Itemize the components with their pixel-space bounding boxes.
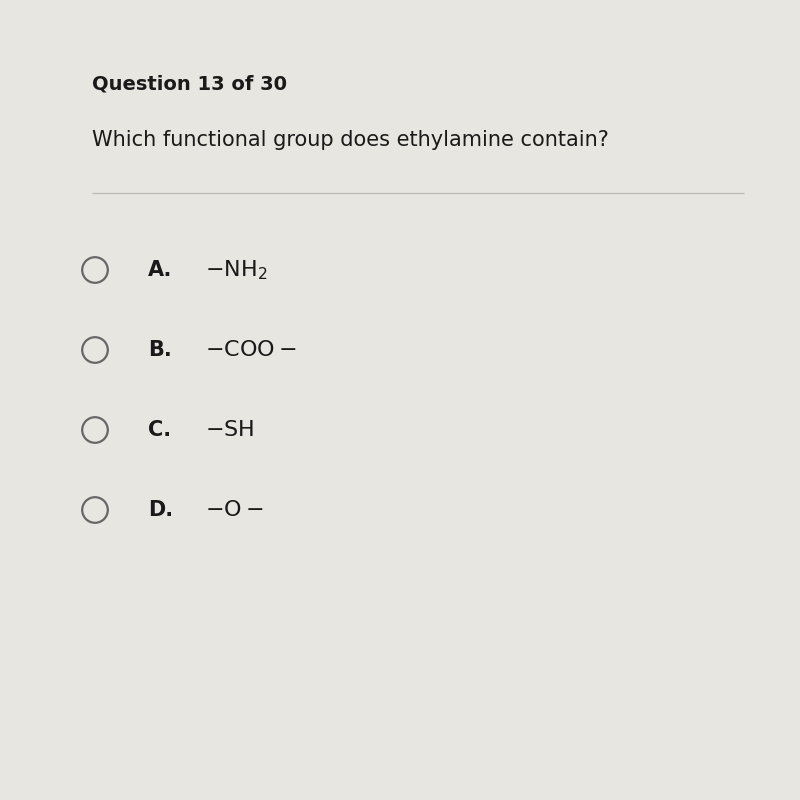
Text: $-\mathrm{O}-$: $-\mathrm{O}-$ xyxy=(205,500,264,520)
Text: Question 13 of 30: Question 13 of 30 xyxy=(92,75,287,94)
Text: Which functional group does ethylamine contain?: Which functional group does ethylamine c… xyxy=(92,130,609,150)
Text: $-\mathrm{SH}$: $-\mathrm{SH}$ xyxy=(205,420,254,440)
Text: C.: C. xyxy=(148,420,171,440)
Text: B.: B. xyxy=(148,340,172,360)
Text: D.: D. xyxy=(148,500,173,520)
Text: $-\mathrm{COO}-$: $-\mathrm{COO}-$ xyxy=(205,340,297,360)
Text: $-\mathrm{NH_2}$: $-\mathrm{NH_2}$ xyxy=(205,258,267,282)
Text: A.: A. xyxy=(148,260,172,280)
